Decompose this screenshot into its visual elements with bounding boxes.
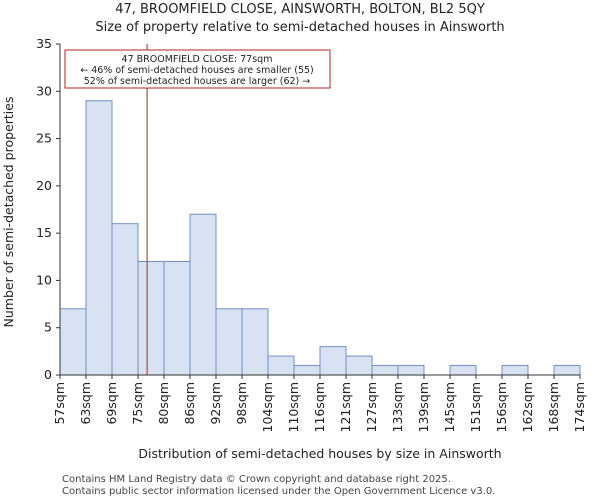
bar-145sqm bbox=[449, 365, 477, 376]
bars-group bbox=[59, 100, 581, 376]
footer-line-2: Contains public sector information licen… bbox=[62, 486, 496, 497]
bar-116sqm bbox=[319, 346, 347, 376]
bar-98sqm bbox=[241, 308, 269, 376]
x-tick-label: 156sqm bbox=[494, 382, 509, 432]
x-tick-label: 110sqm bbox=[286, 382, 301, 432]
bar-156sqm bbox=[501, 365, 529, 376]
bar-75sqm bbox=[137, 261, 165, 376]
annotation-frame bbox=[64, 49, 331, 89]
x-tick-label: 151sqm bbox=[468, 382, 483, 432]
x-tick-label: 139sqm bbox=[416, 382, 431, 432]
x-tick-label: 168sqm bbox=[546, 382, 561, 432]
x-tick-label: 69sqm bbox=[104, 382, 119, 425]
x-tick-label: 98sqm bbox=[234, 382, 249, 425]
x-tick-label: 63sqm bbox=[78, 382, 93, 425]
x-tick-label: 121sqm bbox=[338, 382, 353, 432]
x-tick-label: 133sqm bbox=[390, 382, 405, 432]
annotation-line-3: 52% of semi-detached houses are larger (… bbox=[84, 76, 311, 87]
annotation-line-2: ← 46% of semi-detached houses are smalle… bbox=[80, 65, 314, 76]
x-tick-label: 75sqm bbox=[130, 382, 145, 425]
bar-127sqm bbox=[371, 365, 399, 376]
x-tick-label: 86sqm bbox=[182, 382, 197, 425]
chart-subtitle: Size of property relative to semi-detach… bbox=[95, 20, 504, 35]
chart-title: 47, BROOMFIELD CLOSE, AINSWORTH, BOLTON,… bbox=[115, 2, 485, 17]
y-tick-label: 20 bbox=[36, 178, 52, 193]
x-tick-label: 162sqm bbox=[520, 382, 535, 432]
x-tick-label: 174sqm bbox=[572, 382, 587, 432]
y-tick-label: 0 bbox=[44, 367, 52, 382]
bar-86sqm bbox=[189, 213, 217, 376]
bar-80sqm bbox=[163, 261, 191, 376]
y-tick-label: 5 bbox=[44, 320, 52, 335]
x-tick-label: 127sqm bbox=[364, 382, 379, 432]
bar-110sqm bbox=[293, 365, 321, 376]
y-tick-label: 15 bbox=[36, 225, 52, 240]
bar-133sqm bbox=[397, 365, 425, 376]
bar-63sqm bbox=[85, 100, 113, 376]
bar-92sqm bbox=[215, 308, 243, 376]
y-tick-label: 25 bbox=[36, 131, 52, 146]
x-tick-label: 92sqm bbox=[208, 382, 223, 425]
bar-57sqm bbox=[59, 308, 87, 376]
y-tick-label: 30 bbox=[36, 83, 52, 98]
y-axis-label: Number of semi-detached properties bbox=[1, 97, 16, 328]
bar-121sqm bbox=[345, 355, 373, 376]
x-tick-label: 104sqm bbox=[260, 382, 275, 432]
bar-168sqm bbox=[553, 365, 581, 376]
x-tick-label: 145sqm bbox=[442, 382, 457, 432]
x-axis: 57sqm 63sqm 69sqm 75sqm 80sqm 86sqm 92sqm 98sqm… bbox=[52, 374, 587, 432]
x-tick-label: 80sqm bbox=[156, 382, 171, 425]
bar-104sqm bbox=[267, 355, 295, 376]
x-tick-label: 57sqm bbox=[52, 382, 67, 425]
y-tick-label: 10 bbox=[36, 272, 52, 287]
x-tick-label: 116sqm bbox=[312, 382, 327, 432]
annotation-line-1: 47 BROOMFIELD CLOSE: 77sqm bbox=[122, 54, 273, 65]
y-axis: 0 5 10 15 20 25 30 35 bbox=[36, 36, 61, 382]
annotation-box: 47 BROOMFIELD CLOSE: 77sqm ← 46% of semi… bbox=[64, 49, 331, 89]
x-axis-label: Distribution of semi-detached houses by … bbox=[138, 446, 501, 461]
footer-line-1: Contains HM Land Registry data © Crown c… bbox=[62, 474, 451, 485]
y-tick-label: 35 bbox=[36, 36, 52, 51]
bar-69sqm bbox=[111, 223, 139, 376]
